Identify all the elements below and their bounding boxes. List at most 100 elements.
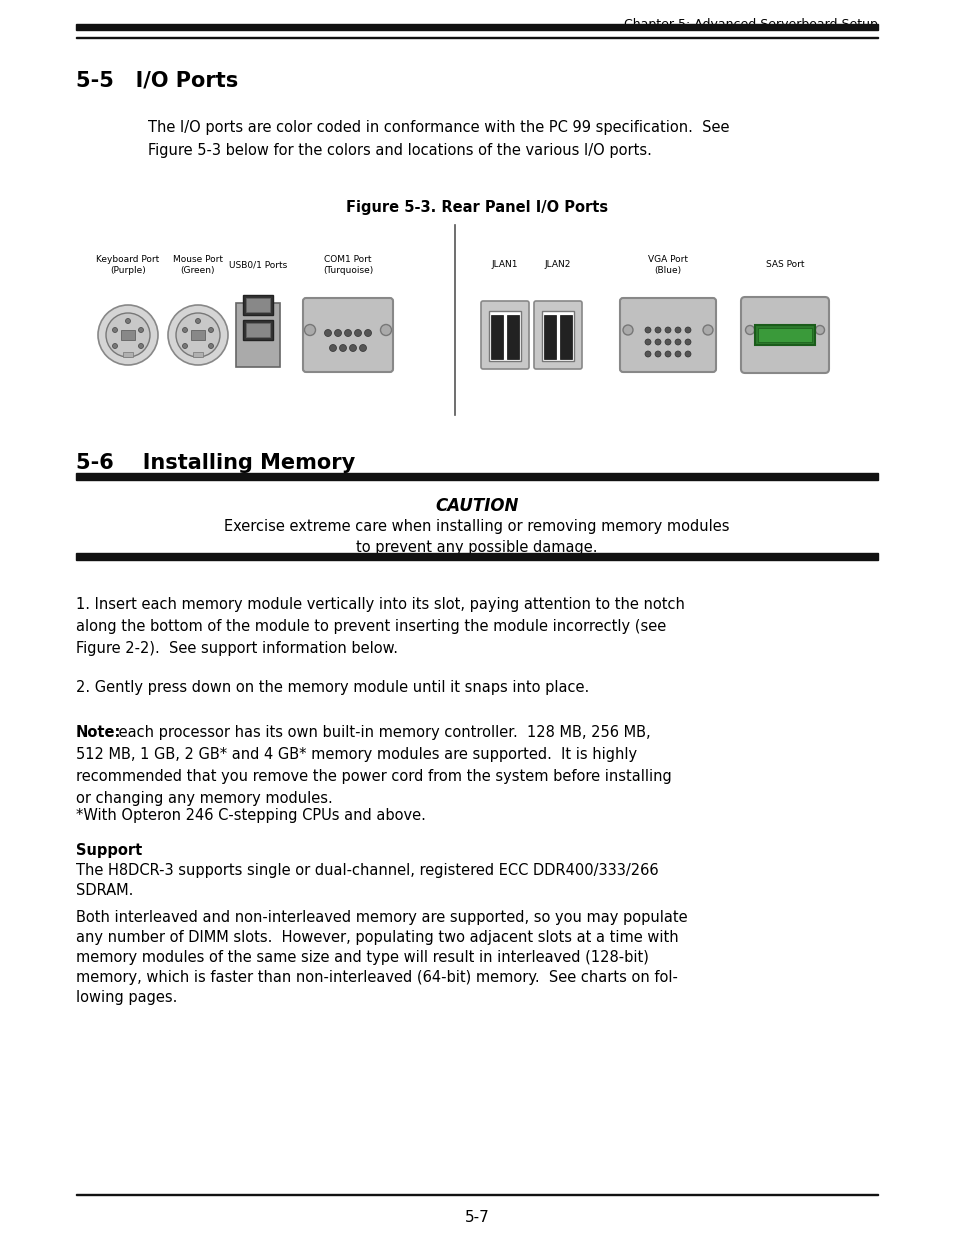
FancyBboxPatch shape bbox=[480, 301, 529, 369]
Bar bbox=[76, 23, 877, 30]
Circle shape bbox=[684, 327, 690, 333]
Text: SAS Port: SAS Port bbox=[765, 261, 803, 269]
Text: Exercise extreme care when installing or removing memory modules: Exercise extreme care when installing or… bbox=[224, 519, 729, 534]
Text: 5-5   I/O Ports: 5-5 I/O Ports bbox=[76, 70, 238, 90]
Circle shape bbox=[195, 319, 200, 324]
Text: JLAN1: JLAN1 bbox=[491, 261, 517, 269]
Circle shape bbox=[126, 319, 131, 324]
Bar bbox=[246, 324, 270, 337]
Circle shape bbox=[664, 351, 670, 357]
Text: memory modules of the same size and type will result in interleaved (128-bit): memory modules of the same size and type… bbox=[76, 950, 648, 965]
Circle shape bbox=[644, 351, 650, 357]
Circle shape bbox=[182, 343, 188, 348]
FancyBboxPatch shape bbox=[303, 298, 393, 372]
Circle shape bbox=[182, 327, 188, 332]
Bar bbox=[541, 311, 574, 361]
Text: along the bottom of the module to prevent inserting the module incorrectly (see: along the bottom of the module to preven… bbox=[76, 619, 665, 634]
Bar bbox=[559, 315, 572, 359]
Text: (Turquoise): (Turquoise) bbox=[322, 266, 373, 275]
Text: 5-7: 5-7 bbox=[464, 1210, 489, 1225]
Text: The I/O ports are color coded in conformance with the PC 99 specification.  See: The I/O ports are color coded in conform… bbox=[148, 120, 729, 135]
Circle shape bbox=[644, 327, 650, 333]
Circle shape bbox=[655, 351, 660, 357]
Text: VGA Port: VGA Port bbox=[647, 254, 687, 264]
Circle shape bbox=[675, 351, 680, 357]
Circle shape bbox=[209, 343, 213, 348]
Circle shape bbox=[380, 325, 391, 336]
Circle shape bbox=[112, 327, 117, 332]
Bar bbox=[506, 315, 518, 359]
Bar bbox=[76, 1193, 877, 1195]
Circle shape bbox=[324, 330, 331, 336]
FancyBboxPatch shape bbox=[740, 296, 828, 373]
Text: Both interleaved and non-interleaved memory are supported, so you may populate: Both interleaved and non-interleaved mem… bbox=[76, 910, 687, 925]
Circle shape bbox=[349, 345, 356, 352]
Text: COM1 Port: COM1 Port bbox=[324, 254, 372, 264]
Circle shape bbox=[339, 345, 346, 352]
Text: Mouse Port: Mouse Port bbox=[172, 254, 223, 264]
Circle shape bbox=[664, 327, 670, 333]
Circle shape bbox=[175, 312, 220, 357]
Text: 512 MB, 1 GB, 2 GB* and 4 GB* memory modules are supported.  It is highly: 512 MB, 1 GB, 2 GB* and 4 GB* memory mod… bbox=[76, 747, 637, 762]
Text: memory, which is faster than non-interleaved (64-bit) memory.  See charts on fol: memory, which is faster than non-interle… bbox=[76, 969, 678, 986]
Bar bbox=[489, 311, 520, 361]
Circle shape bbox=[304, 325, 315, 336]
Bar bbox=[543, 315, 556, 359]
FancyBboxPatch shape bbox=[619, 298, 716, 372]
Circle shape bbox=[815, 326, 823, 335]
Circle shape bbox=[644, 338, 650, 345]
Circle shape bbox=[209, 327, 213, 332]
Bar bbox=[235, 303, 280, 367]
Text: (Purple): (Purple) bbox=[110, 266, 146, 275]
Bar bbox=[121, 330, 135, 340]
Circle shape bbox=[675, 338, 680, 345]
Bar bbox=[491, 315, 502, 359]
Text: Note:: Note: bbox=[76, 725, 121, 740]
Circle shape bbox=[655, 327, 660, 333]
Bar bbox=[193, 352, 203, 357]
Bar bbox=[758, 329, 811, 342]
Circle shape bbox=[655, 338, 660, 345]
Text: USB0/1 Ports: USB0/1 Ports bbox=[229, 261, 287, 269]
Text: *With Opteron 246 C-stepping CPUs and above.: *With Opteron 246 C-stepping CPUs and ab… bbox=[76, 808, 425, 823]
Text: Chapter 5: Advanced Serverboard Setup: Chapter 5: Advanced Serverboard Setup bbox=[623, 19, 877, 31]
Circle shape bbox=[359, 345, 366, 352]
Circle shape bbox=[138, 327, 143, 332]
Text: 2. Gently press down on the memory module until it snaps into place.: 2. Gently press down on the memory modul… bbox=[76, 680, 589, 695]
Circle shape bbox=[168, 305, 228, 366]
Text: Keyboard Port: Keyboard Port bbox=[96, 254, 159, 264]
Bar bbox=[76, 37, 877, 38]
Circle shape bbox=[355, 330, 361, 336]
Circle shape bbox=[622, 325, 633, 335]
Text: each processor has its own built-in memory controller.  128 MB, 256 MB,: each processor has its own built-in memo… bbox=[113, 725, 650, 740]
Text: or changing any memory modules.: or changing any memory modules. bbox=[76, 790, 333, 806]
FancyBboxPatch shape bbox=[534, 301, 581, 369]
Circle shape bbox=[106, 312, 150, 357]
Circle shape bbox=[329, 345, 336, 352]
Text: The H8DCR-3 supports single or dual-channel, registered ECC DDR400/333/266: The H8DCR-3 supports single or dual-chan… bbox=[76, 863, 658, 878]
Circle shape bbox=[364, 330, 371, 336]
Text: to prevent any possible damage.: to prevent any possible damage. bbox=[355, 540, 598, 555]
Bar bbox=[246, 298, 270, 312]
Text: Figure 2-2).  See support information below.: Figure 2-2). See support information bel… bbox=[76, 641, 397, 656]
Circle shape bbox=[744, 326, 754, 335]
Text: Figure 5-3 below for the colors and locations of the various I/O ports.: Figure 5-3 below for the colors and loca… bbox=[148, 143, 651, 158]
Bar bbox=[754, 325, 814, 345]
Circle shape bbox=[664, 338, 670, 345]
Text: CAUTION: CAUTION bbox=[435, 496, 518, 515]
Text: Figure 5-3. Rear Panel I/O Ports: Figure 5-3. Rear Panel I/O Ports bbox=[346, 200, 607, 215]
Text: Support: Support bbox=[76, 844, 142, 858]
Circle shape bbox=[344, 330, 351, 336]
Text: SDRAM.: SDRAM. bbox=[76, 883, 133, 898]
Text: lowing pages.: lowing pages. bbox=[76, 990, 177, 1005]
Circle shape bbox=[684, 351, 690, 357]
Text: JLAN2: JLAN2 bbox=[544, 261, 571, 269]
Circle shape bbox=[702, 325, 712, 335]
Bar bbox=[243, 320, 273, 340]
Circle shape bbox=[675, 327, 680, 333]
Text: any number of DIMM slots.  However, populating two adjacent slots at a time with: any number of DIMM slots. However, popul… bbox=[76, 930, 678, 945]
Circle shape bbox=[138, 343, 143, 348]
Bar bbox=[76, 553, 877, 559]
Bar bbox=[123, 352, 132, 357]
Circle shape bbox=[112, 343, 117, 348]
